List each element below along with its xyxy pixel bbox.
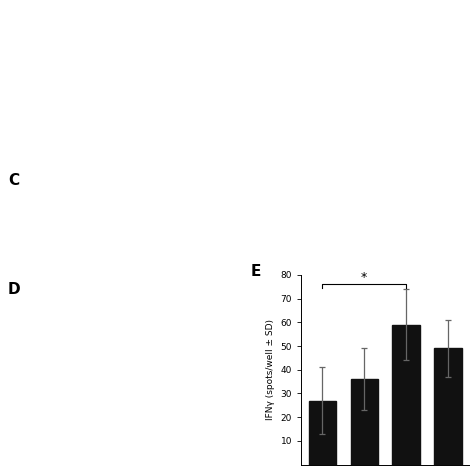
Text: D: D xyxy=(8,282,21,297)
Text: *: * xyxy=(361,271,367,283)
Text: C: C xyxy=(8,173,19,188)
Text: E: E xyxy=(250,264,261,279)
Bar xyxy=(392,325,419,465)
Bar xyxy=(434,348,462,465)
Bar xyxy=(309,401,336,465)
Bar xyxy=(351,379,378,465)
Y-axis label: IFNγ (spots/well ± SD): IFNγ (spots/well ± SD) xyxy=(266,319,275,420)
